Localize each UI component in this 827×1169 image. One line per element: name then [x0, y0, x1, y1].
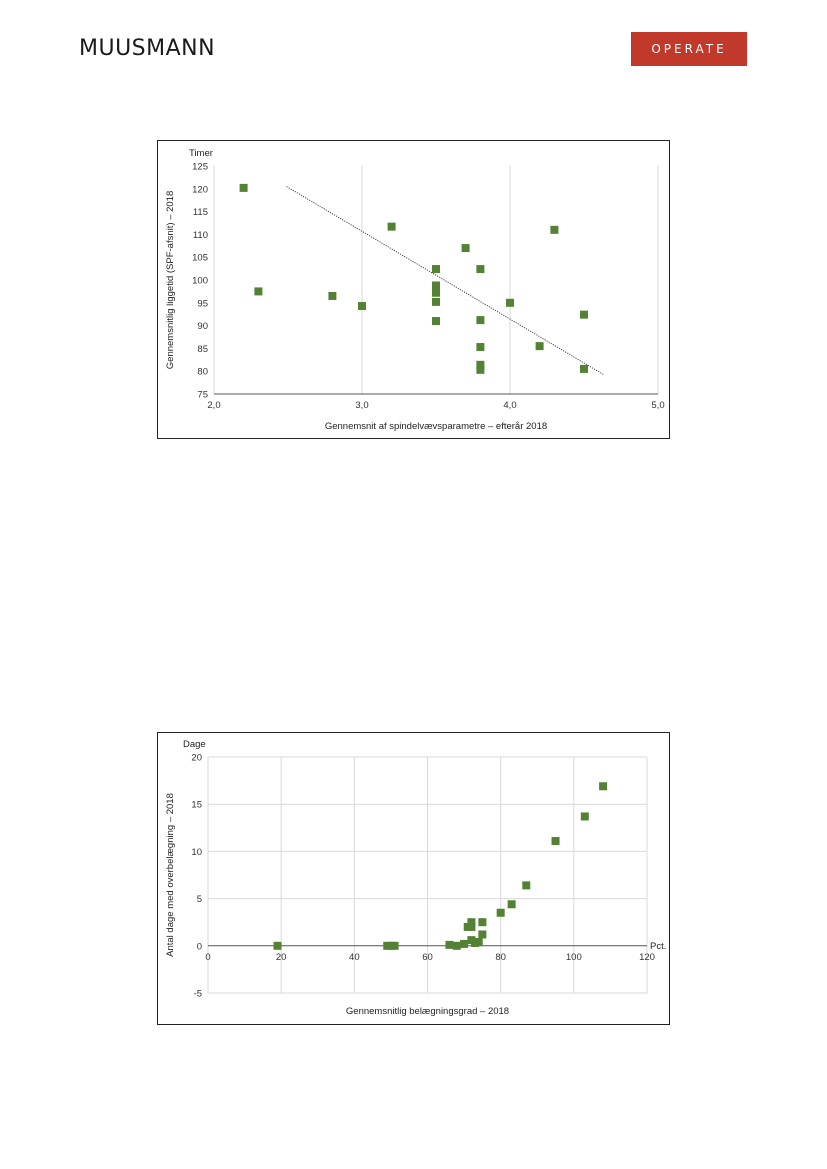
y-tick-label: 100 [192, 276, 208, 287]
y-tick-label: 125 [192, 162, 208, 173]
data-point [328, 291, 337, 300]
data-point [358, 301, 366, 310]
chart-overbelaegning: -5 0 5 10 15 20 0 20 40 60 80 100 120 Dage Pct. Gennems… [157, 732, 670, 1025]
x-unit-label: Pct. [650, 941, 666, 952]
data-point [461, 244, 470, 253]
x-axis-title: Gennemsnitlig belægningsgrad – 2018 [346, 1006, 509, 1017]
data-point [254, 287, 263, 296]
x-tick-label: 20 [276, 952, 287, 963]
y-tick-label: 120 [192, 184, 208, 195]
y-tick-label: 95 [197, 298, 208, 309]
data-point [387, 222, 396, 231]
data-point [476, 343, 485, 352]
data-point [599, 782, 608, 791]
data-point [580, 812, 589, 821]
x-tick-label: 40 [349, 952, 360, 963]
y-tick-label: 110 [193, 230, 208, 241]
data-point [467, 918, 476, 927]
y-tick-label: 115 [193, 207, 208, 218]
y-tick-label: 90 [197, 321, 208, 332]
data-point [467, 922, 476, 931]
data-point [580, 310, 588, 319]
y-tick-label: 10 [191, 847, 202, 858]
y-tick-label: 75 [197, 390, 208, 401]
x-tick-label: 100 [566, 952, 582, 963]
plot-area [214, 166, 658, 394]
data-point [476, 316, 485, 325]
data-point [522, 881, 531, 890]
y-tick-label: 0 [197, 941, 202, 952]
x-tick-label: 0 [205, 952, 210, 963]
y-tick-label: 80 [197, 367, 208, 378]
data-point [432, 265, 440, 274]
x-axis-title: Gennemsnit af spindelvævsparametre – eft… [325, 421, 547, 432]
data-point [432, 317, 440, 326]
data-point [496, 908, 505, 917]
x-tick-label: 60 [422, 952, 433, 963]
data-point [432, 297, 440, 306]
data-point [452, 941, 461, 950]
y-tick-label: 85 [197, 344, 208, 355]
operate-logo: OPERATE [631, 32, 747, 66]
y-axis-title: Gennemsnitlig liggetid (SPF-afsnit) – 20… [165, 191, 176, 369]
x-tick-label: 5,0 [651, 400, 664, 411]
y-tick-label: 105 [192, 253, 208, 264]
x-tick-label: 120 [639, 952, 655, 963]
data-point [460, 939, 469, 948]
data-point [445, 940, 454, 949]
data-point [474, 938, 483, 947]
data-point [580, 364, 588, 373]
data-point [478, 930, 487, 939]
data-point [507, 900, 516, 909]
y-tick-label: 15 [191, 800, 202, 811]
data-point [239, 183, 248, 192]
data-point [432, 288, 440, 297]
data-point [550, 225, 559, 234]
data-point [476, 365, 485, 374]
data-point [432, 281, 440, 290]
scatter-plot-1: 75 80 85 90 95 100 105 110 115 120 125 2,0 3,0 4,0 5,0… [165, 148, 665, 432]
x-tick-label: 2,0 [207, 400, 220, 411]
y-tick-label: 5 [197, 894, 202, 905]
chart-liggetid: 75 80 85 90 95 100 105 110 115 120 125 2,0 3,0 4,0 5,0… [157, 140, 670, 439]
data-point [390, 941, 399, 950]
scatter-plot-2: -5 0 5 10 15 20 0 20 40 60 80 100 120 Dage Pct. Gennems… [165, 739, 666, 1017]
x-tick-label: 4,0 [503, 400, 516, 411]
muusmann-logo: MUUSMANN [79, 36, 216, 61]
data-point [478, 918, 487, 927]
data-point [506, 298, 514, 307]
x-tick-label: 80 [495, 952, 506, 963]
y-axis-title: Antal dage med overbelægning – 2018 [165, 793, 176, 957]
y-tick-label: -5 [194, 989, 202, 1000]
x-tick-label: 3,0 [355, 400, 368, 411]
data-point [476, 360, 485, 369]
data-point [535, 342, 544, 351]
y-unit-label: Timer [189, 148, 213, 159]
y-unit-label: Dage [183, 739, 206, 750]
data-point [476, 265, 485, 274]
data-point [273, 941, 282, 950]
data-point [551, 837, 560, 846]
y-tick-label: 20 [191, 753, 202, 764]
